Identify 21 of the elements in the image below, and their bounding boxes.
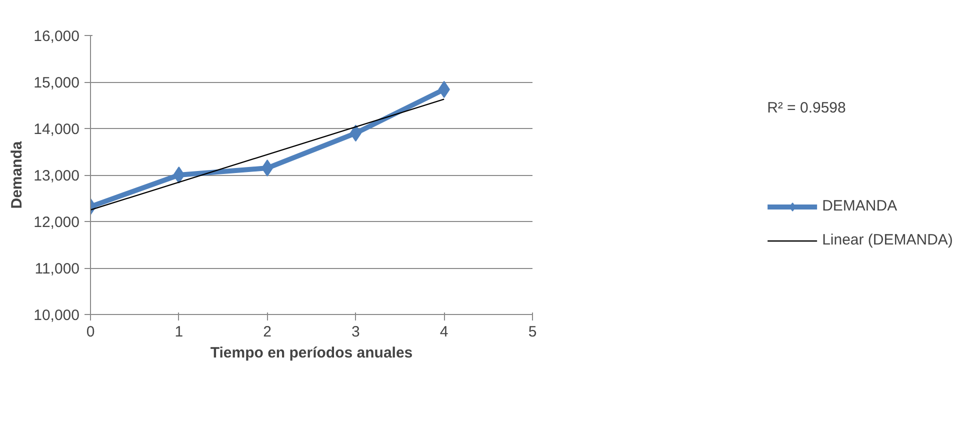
legend-label: DEMANDA <box>822 198 898 214</box>
legend-label: Linear (DEMANDA) <box>822 232 953 248</box>
y-tick-label: 14,000 <box>34 121 80 138</box>
y-tick-label: 15,000 <box>34 74 80 92</box>
point <box>350 124 362 142</box>
point <box>261 160 274 177</box>
y-tick-label: 13,000 <box>34 168 80 184</box>
y-tick-label: 16,000 <box>34 28 80 45</box>
y-tick-label: 12,000 <box>34 214 80 231</box>
text: R² = 0.9598 <box>767 99 847 116</box>
x-tick-label: 0 <box>86 324 95 340</box>
x-tick-label: 2 <box>263 324 272 340</box>
y-axis-title: Demanda <box>8 140 26 209</box>
x-tick-label: 3 <box>352 324 360 340</box>
x-tick-label: 4 <box>440 324 448 340</box>
x-tick-label: 1 <box>174 324 184 340</box>
y-tick-label: 11,000 <box>34 260 80 278</box>
x-tick-label: 5 <box>528 324 537 340</box>
y-tick-label: 10,000 <box>34 307 80 324</box>
x-axis-title: Tiempo en períodos anuales <box>210 344 413 362</box>
point <box>173 166 185 184</box>
